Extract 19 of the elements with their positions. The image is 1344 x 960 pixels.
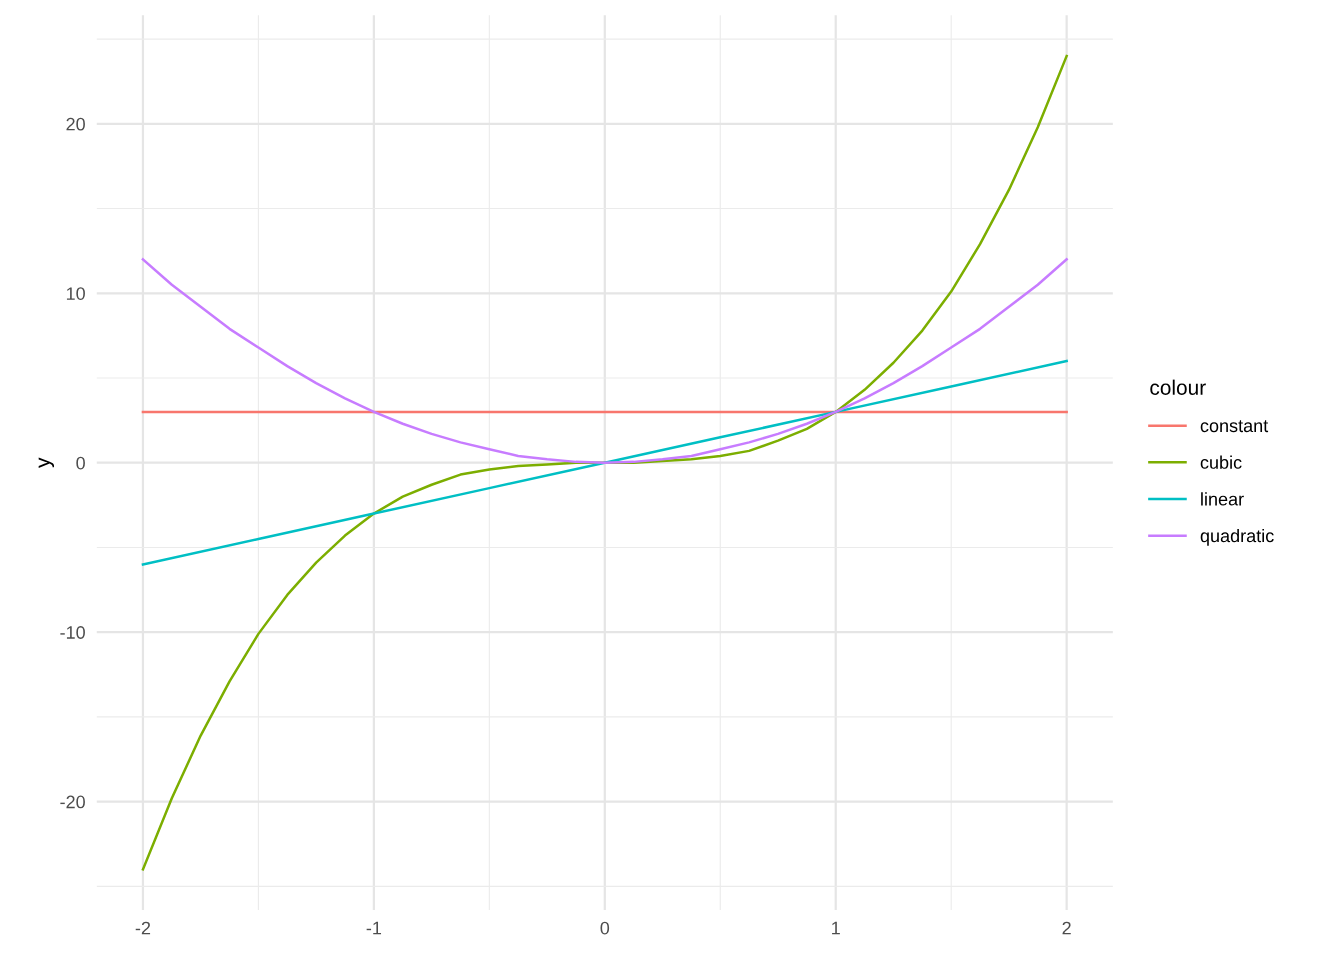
legend-title: colour [1150,379,1206,395]
x-tick-label: -1 [366,921,382,935]
legend-label: constant [1200,420,1269,433]
y-tick-label: -10 [60,626,85,639]
y-axis-title: y [38,457,55,468]
x-tick-label: -2 [135,921,151,935]
line-series [141,359,1068,566]
x-tick-label: 0 [600,921,610,935]
x-tick-label: 1 [832,921,840,935]
y-tick-label: -20 [60,795,85,809]
x-tick-label: 2 [1062,921,1071,935]
legend-label: linear [1201,492,1244,506]
legend-label: quadratic [1200,528,1274,546]
y-tick-label: 20 [66,117,85,131]
line-series [141,258,1068,464]
y-tick-label: 0 [76,456,85,470]
legend-label: cubic [1200,455,1242,469]
line-series [141,54,1068,871]
y-tick-label: 10 [66,287,85,300]
